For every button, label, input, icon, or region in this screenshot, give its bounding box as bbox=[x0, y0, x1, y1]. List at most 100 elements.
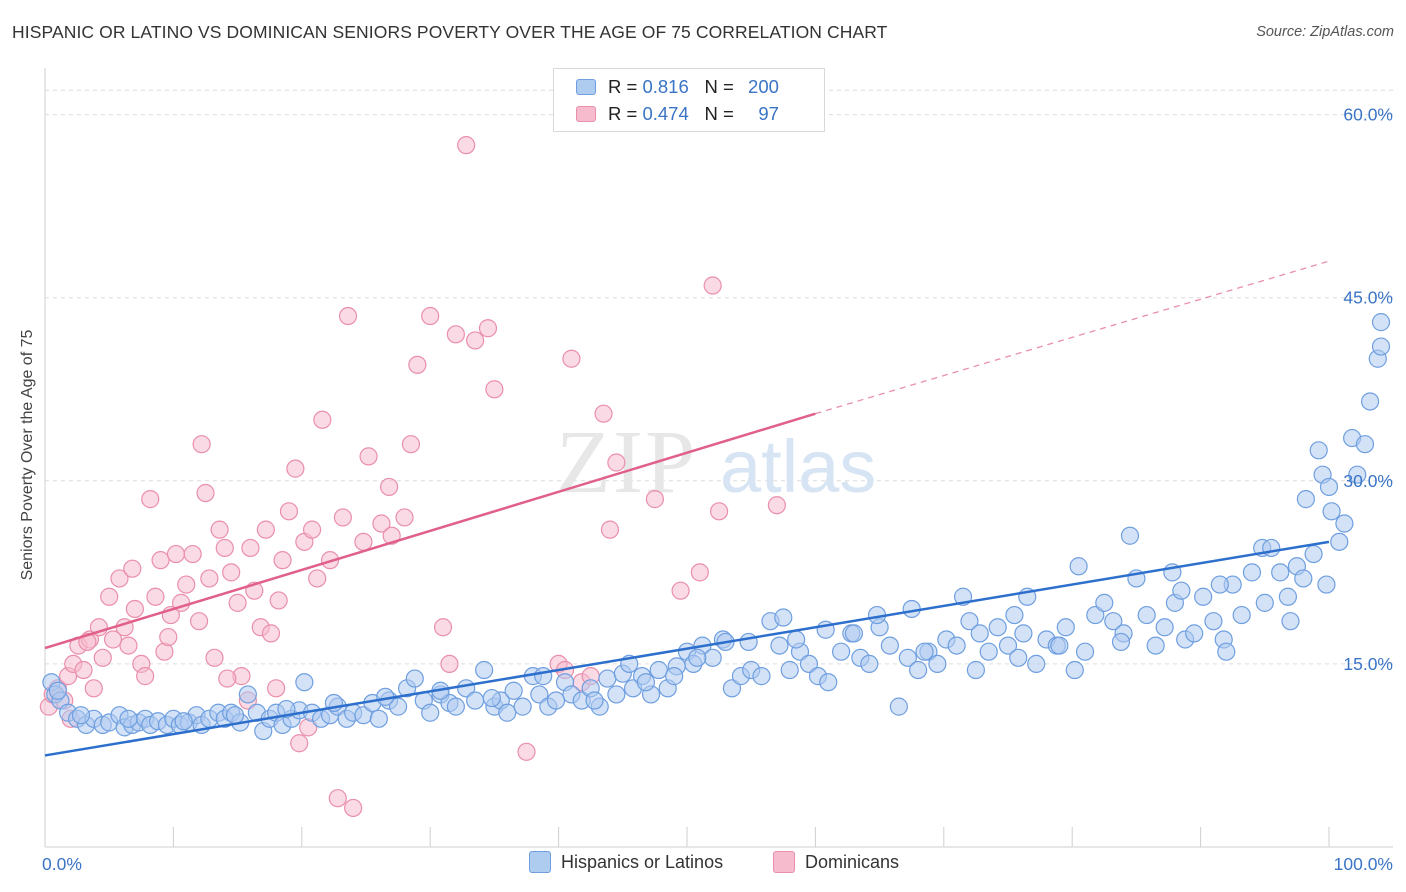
dominican-point bbox=[395, 508, 414, 527]
dominican-point bbox=[313, 410, 332, 429]
y-tick-label: 60.0% bbox=[1343, 105, 1393, 125]
dominican-point bbox=[141, 490, 160, 509]
hispanic-point bbox=[498, 703, 517, 722]
correlation-legend: R = 0.816 N = 200 R = 0.474 N = 97 bbox=[553, 68, 825, 132]
hispanic-point bbox=[71, 706, 91, 725]
hispanic-point bbox=[1185, 624, 1204, 643]
legend-item-hispanic[interactable]: Hispanics or Latinos bbox=[529, 851, 723, 873]
hispanic-point bbox=[1217, 642, 1236, 661]
hispanic-point bbox=[1242, 563, 1262, 582]
source-label: Source: ZipAtlas.com bbox=[1256, 24, 1394, 40]
hispanic-point bbox=[898, 648, 917, 667]
hispanic-point bbox=[1210, 575, 1229, 594]
dominican-trend-extension bbox=[815, 260, 1330, 415]
dominican-point bbox=[466, 331, 485, 350]
dominican-point bbox=[103, 630, 123, 649]
dominican-point bbox=[261, 624, 281, 643]
hispanic-point bbox=[1371, 337, 1391, 356]
dominican-point bbox=[359, 447, 378, 466]
dominican-point bbox=[338, 306, 358, 326]
hispanic-point bbox=[482, 688, 501, 708]
dominican-point bbox=[485, 380, 504, 399]
hispanic-point bbox=[1146, 636, 1165, 655]
hispanic-point bbox=[831, 642, 851, 661]
hispanic-point bbox=[513, 697, 532, 716]
hispanic-point bbox=[928, 654, 947, 674]
n-value: 97 bbox=[758, 103, 779, 124]
hispanic-points bbox=[42, 313, 1391, 741]
hispanic-point bbox=[530, 685, 549, 704]
dominican-point bbox=[210, 520, 229, 539]
hispanic-trend-line bbox=[44, 540, 1330, 757]
dominican-point bbox=[200, 569, 219, 588]
x-tick-label: 0.0% bbox=[42, 854, 82, 874]
hispanic-point bbox=[752, 667, 771, 686]
hispanic-point bbox=[1172, 581, 1191, 600]
hispanic-point bbox=[1296, 490, 1315, 509]
dominican-point bbox=[218, 669, 237, 688]
hispanic-point bbox=[238, 685, 257, 704]
dominican-point bbox=[84, 679, 103, 698]
dominican-point bbox=[279, 502, 299, 521]
hispanic-point bbox=[770, 636, 789, 655]
hispanic-point bbox=[421, 703, 440, 722]
x-tick-label: 100.0% bbox=[1334, 854, 1393, 874]
legend-item-dominican[interactable]: Dominicans bbox=[773, 851, 899, 873]
hispanic-point bbox=[1355, 435, 1375, 454]
hispanic-point bbox=[369, 709, 388, 728]
hispanic-point bbox=[1281, 612, 1300, 631]
hispanic-point bbox=[607, 685, 626, 704]
hispanic-point bbox=[1330, 532, 1349, 551]
hispanic-point bbox=[466, 691, 485, 710]
dominican-point bbox=[446, 325, 465, 344]
hispanic-point bbox=[1255, 593, 1274, 612]
dominican-point bbox=[328, 789, 347, 808]
dominican-point bbox=[302, 520, 322, 539]
dominican-point bbox=[290, 734, 309, 753]
hispanic-point bbox=[1086, 605, 1105, 625]
r-value: 0.474 bbox=[642, 103, 689, 124]
hispanic-point bbox=[598, 669, 617, 688]
dominican-point bbox=[146, 587, 165, 606]
hispanic-point bbox=[405, 669, 424, 688]
dominican-point bbox=[267, 679, 286, 698]
hispanic-point bbox=[1271, 563, 1290, 582]
hispanic-point bbox=[665, 667, 684, 686]
dominican-point bbox=[192, 435, 211, 454]
hispanic-point bbox=[446, 697, 465, 716]
hispanic-point bbox=[1095, 593, 1114, 612]
hispanic-point bbox=[504, 681, 523, 700]
hispanic-point bbox=[1304, 544, 1323, 564]
hispanic-point bbox=[636, 673, 656, 692]
axes bbox=[44, 68, 1393, 848]
hispanic-point bbox=[1056, 618, 1075, 637]
hispanic-point bbox=[1014, 624, 1033, 643]
dominican-point bbox=[228, 593, 247, 612]
hispanic-point bbox=[534, 667, 553, 686]
n-value: 200 bbox=[748, 76, 779, 97]
hispanic-point bbox=[1317, 575, 1336, 594]
hispanic-point bbox=[1065, 660, 1084, 680]
dominican-point bbox=[286, 459, 305, 478]
dominican-point bbox=[93, 648, 112, 667]
watermark-zip: ZIP bbox=[556, 413, 697, 512]
r-label: R = bbox=[608, 76, 638, 97]
hispanic-point bbox=[1204, 612, 1223, 631]
dominican-point bbox=[269, 591, 288, 610]
hispanic-point bbox=[1120, 526, 1140, 545]
hispanic-point bbox=[819, 673, 838, 692]
dominican-point bbox=[408, 355, 427, 374]
dominican-point bbox=[607, 453, 626, 472]
tick-labels: 15.0% 30.0% 45.0% 60.0% 0.0% 100.0% bbox=[42, 105, 1393, 874]
dominican-point bbox=[709, 502, 729, 521]
dominican-point bbox=[344, 798, 363, 818]
y-tick-label: 30.0% bbox=[1343, 471, 1393, 491]
dominican-point bbox=[421, 306, 440, 326]
legend-row-dominican: R = 0.474 N = 97 bbox=[576, 101, 779, 127]
dominican-point bbox=[273, 551, 292, 570]
hispanic-point bbox=[1278, 587, 1298, 606]
hispanic-point bbox=[880, 636, 899, 655]
dominican-point bbox=[119, 636, 138, 655]
hispanic-point bbox=[277, 699, 296, 719]
n-label: N = bbox=[704, 103, 734, 124]
